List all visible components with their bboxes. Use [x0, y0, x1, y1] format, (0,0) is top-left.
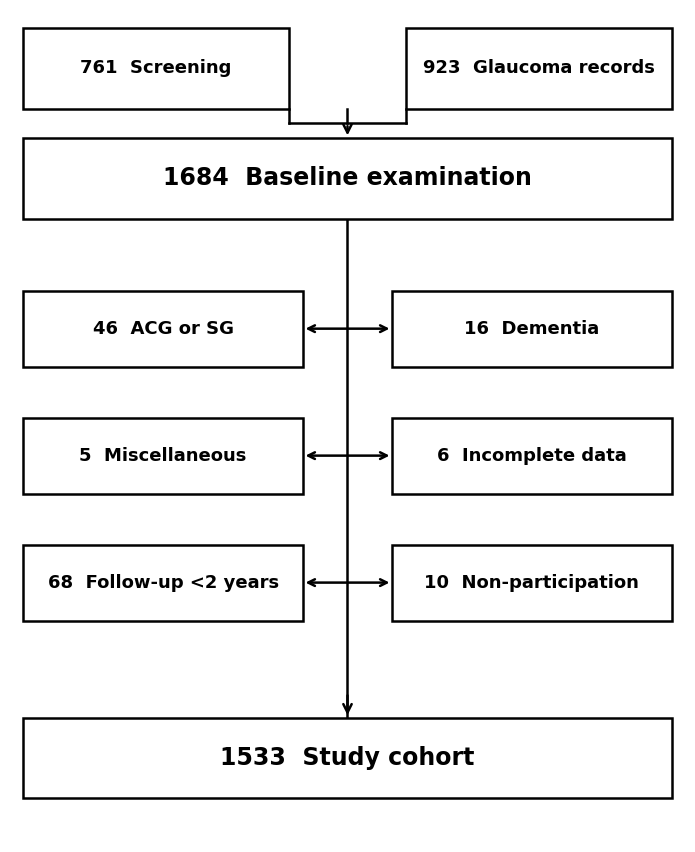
- Text: 46  ACG or SG: 46 ACG or SG: [92, 320, 234, 337]
- Bar: [392, 417, 671, 493]
- Bar: [24, 138, 671, 219]
- Text: 761  Screening: 761 Screening: [81, 60, 232, 78]
- Bar: [24, 291, 303, 366]
- Bar: [392, 291, 671, 366]
- Bar: [24, 417, 303, 493]
- Text: 5  Miscellaneous: 5 Miscellaneous: [79, 446, 247, 464]
- Text: 923  Glaucoma records: 923 Glaucoma records: [423, 60, 655, 78]
- Text: 6  Incomplete data: 6 Incomplete data: [437, 446, 627, 464]
- Text: 1684  Baseline examination: 1684 Baseline examination: [163, 166, 532, 190]
- Bar: [24, 28, 289, 108]
- Bar: [406, 28, 671, 108]
- Bar: [24, 544, 303, 621]
- Text: 10  Non-participation: 10 Non-participation: [425, 573, 639, 591]
- Bar: [392, 544, 671, 621]
- Text: 68  Follow-up <2 years: 68 Follow-up <2 years: [47, 573, 279, 591]
- Text: 16  Dementia: 16 Dementia: [464, 320, 600, 337]
- Bar: [24, 718, 671, 798]
- Text: 1533  Study cohort: 1533 Study cohort: [220, 746, 475, 770]
